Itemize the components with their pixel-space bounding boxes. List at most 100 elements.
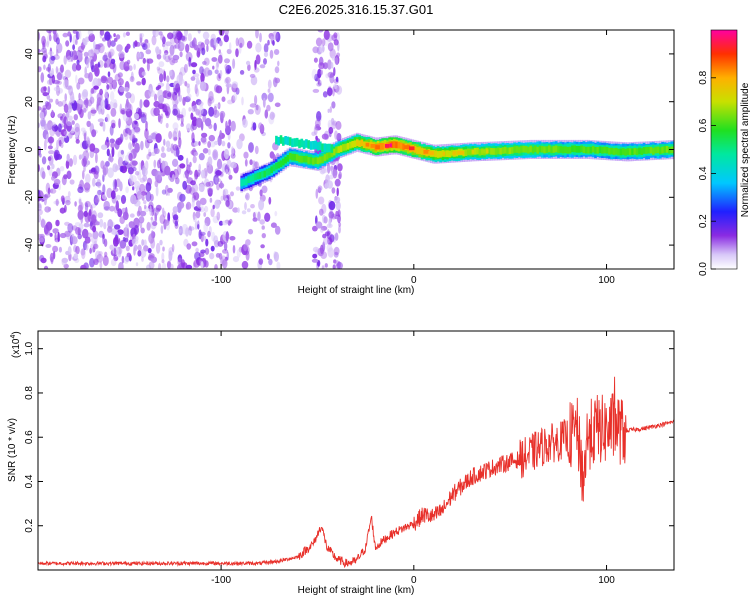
- noise-speckle: [72, 30, 78, 34]
- noise-speckle: [272, 40, 275, 46]
- colorbar: 0.0 0.2 0.4 0.6 0.8 Normalized spectral ampl…: [698, 29, 750, 276]
- ridge-segment: [492, 148, 496, 155]
- noise-speckle: [129, 213, 135, 218]
- noise-speckle: [178, 225, 183, 236]
- noise-speckle: [55, 66, 59, 74]
- noise-speckle: [318, 196, 325, 205]
- noise-speckle: [109, 101, 114, 109]
- ridge-segment: [550, 146, 553, 154]
- x-tick-label: -100: [211, 275, 231, 286]
- noise-speckle: [40, 218, 46, 228]
- noise-speckle: [89, 143, 96, 152]
- noise-speckle: [111, 122, 116, 129]
- noise-speckle: [333, 251, 339, 258]
- snr-x-axis-label: Height of straight line (km): [298, 585, 415, 596]
- noise-speckle: [330, 62, 334, 69]
- noise-speckle: [219, 110, 226, 119]
- noise-speckle: [175, 83, 181, 93]
- noise-speckle: [99, 261, 103, 269]
- noise-speckle: [203, 222, 208, 233]
- noise-speckle: [315, 37, 323, 47]
- noise-speckle: [159, 214, 166, 225]
- noise-speckle: [106, 187, 113, 199]
- noise-speckle: [213, 105, 217, 116]
- noise-speckle: [80, 248, 86, 256]
- noise-speckle: [195, 210, 201, 219]
- noise-speckle: [178, 228, 182, 234]
- noise-speckle: [193, 151, 199, 156]
- noise-speckle: [314, 119, 321, 129]
- ridge-segment: [543, 146, 546, 154]
- noise-speckle: [161, 262, 167, 269]
- noise-speckle: [147, 247, 152, 254]
- noise-speckle: [157, 85, 162, 89]
- noise-speckle: [91, 65, 95, 73]
- noise-speckle: [198, 183, 205, 193]
- noise-speckle: [207, 141, 212, 148]
- noise-speckle: [222, 249, 229, 254]
- noise-speckle: [192, 37, 197, 49]
- noise-speckle: [331, 55, 336, 61]
- noise-speckle: [185, 227, 189, 237]
- noise-speckle: [270, 222, 277, 228]
- noise-speckle: [89, 257, 95, 268]
- noise-speckle: [83, 40, 88, 46]
- noise-speckle: [154, 93, 158, 102]
- noise-speckle: [334, 130, 338, 140]
- colorbar-tick-label: 0.0: [698, 262, 709, 276]
- noise-speckle: [236, 249, 241, 258]
- noise-speckle: [212, 65, 215, 70]
- noise-speckle: [76, 82, 81, 90]
- noise-speckle: [181, 223, 189, 235]
- noise-speckle: [109, 125, 114, 136]
- noise-speckle: [221, 140, 226, 147]
- noise-speckle: [42, 55, 47, 63]
- noise-speckle: [152, 221, 158, 227]
- noise-speckle: [166, 222, 170, 231]
- y-tick-label: -20: [24, 190, 35, 205]
- ridge-segment: [652, 148, 655, 155]
- ridge-segment: [566, 146, 570, 154]
- noise-speckle: [327, 180, 333, 189]
- snr-scale-prefix: (x10: [11, 338, 22, 358]
- ridge-segment: [548, 145, 551, 153]
- noise-speckle: [208, 134, 215, 142]
- noise-speckle: [231, 81, 239, 89]
- noise-speckle: [215, 62, 219, 71]
- ridge-segment: [591, 145, 595, 153]
- noise-speckle: [169, 263, 174, 269]
- noise-speckle: [254, 59, 257, 71]
- snr-y-ticks: 0.2 0.4 0.6 0.8 1.0: [24, 341, 674, 533]
- noise-speckle: [186, 83, 190, 88]
- ridge-segment: [529, 145, 533, 153]
- noise-speckle: [255, 30, 259, 39]
- noise-speckle: [198, 101, 204, 107]
- ridge-segment: [531, 146, 535, 154]
- ridge-segment: [580, 145, 583, 153]
- ridge-segment: [628, 148, 632, 156]
- ridge-segment: [541, 145, 544, 153]
- noise-speckle: [119, 239, 127, 249]
- noise-speckle: [335, 120, 342, 130]
- noise-speckle: [137, 250, 142, 257]
- noise-speckle: [138, 161, 142, 173]
- noise-speckle: [263, 43, 269, 54]
- noise-speckle: [53, 86, 61, 92]
- noise-speckle: [269, 49, 274, 59]
- noise-speckle: [124, 161, 131, 170]
- noise-speckle: [215, 253, 221, 258]
- noise-speckle: [165, 41, 172, 47]
- noise-speckle: [203, 212, 207, 217]
- noise-speckle: [39, 111, 45, 120]
- noise-speckle: [317, 185, 323, 191]
- noise-speckle: [74, 122, 80, 133]
- noise-speckle: [93, 243, 99, 250]
- noise-speckle: [127, 167, 134, 175]
- noise-speckle: [331, 101, 336, 109]
- noise-speckle: [226, 251, 229, 261]
- noise-speckle: [128, 152, 133, 162]
- snr-scale-factor: (x104): [10, 331, 22, 358]
- noise-speckle: [155, 46, 160, 54]
- noise-speckle: [190, 112, 194, 120]
- noise-speckle: [65, 159, 70, 169]
